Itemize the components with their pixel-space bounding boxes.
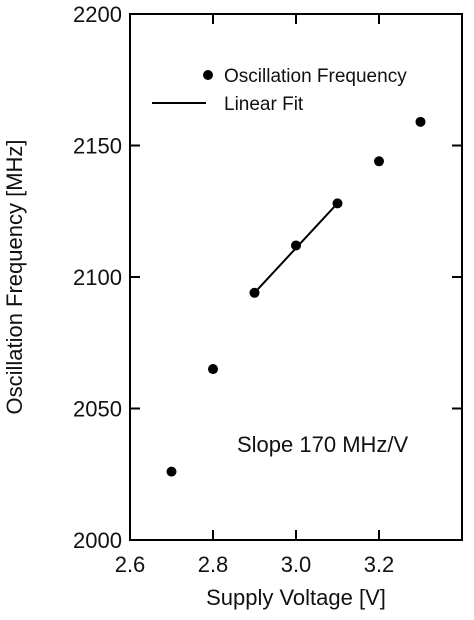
y-tick-label: 2200: [73, 2, 122, 27]
data-point: [249, 287, 260, 298]
plot-area-frame: [129, 13, 463, 541]
series-layer: [166, 116, 426, 477]
y-tick-label: 2050: [73, 397, 122, 422]
y-tick-label: 2150: [73, 134, 122, 159]
y-tick-label: 2000: [73, 528, 122, 553]
data-point: [166, 466, 177, 477]
y-axis-label: Oscillation Frequency [MHz]: [2, 139, 27, 414]
y-axis: 2000 2050 2100 2150 2200: [73, 2, 462, 553]
data-point: [374, 156, 384, 167]
legend-label-linear-fit: Linear Fit: [224, 94, 304, 115]
x-tick-label: 3.0: [281, 552, 312, 577]
data-point: [332, 198, 343, 209]
x-tick-label: 2.6: [115, 552, 146, 577]
y-tick-label: 2100: [73, 265, 122, 290]
data-point: [291, 240, 301, 251]
x-tick-label: 2.8: [198, 552, 229, 577]
x-tick-label: 3.2: [364, 552, 395, 577]
data-point: [208, 364, 218, 375]
x-axis: 2.6 2.8 3.0 3.2: [115, 14, 395, 577]
data-point: [415, 116, 426, 127]
legend-label-oscillation-frequency: Oscillation Frequency: [224, 66, 407, 87]
legend: Oscillation Frequency Linear Fit: [152, 66, 407, 115]
legend-marker-oscillation-frequency: [203, 70, 213, 80]
x-axis-label: Supply Voltage [V]: [206, 585, 386, 610]
slope-annotation: Slope 170 MHz/V: [237, 432, 409, 457]
